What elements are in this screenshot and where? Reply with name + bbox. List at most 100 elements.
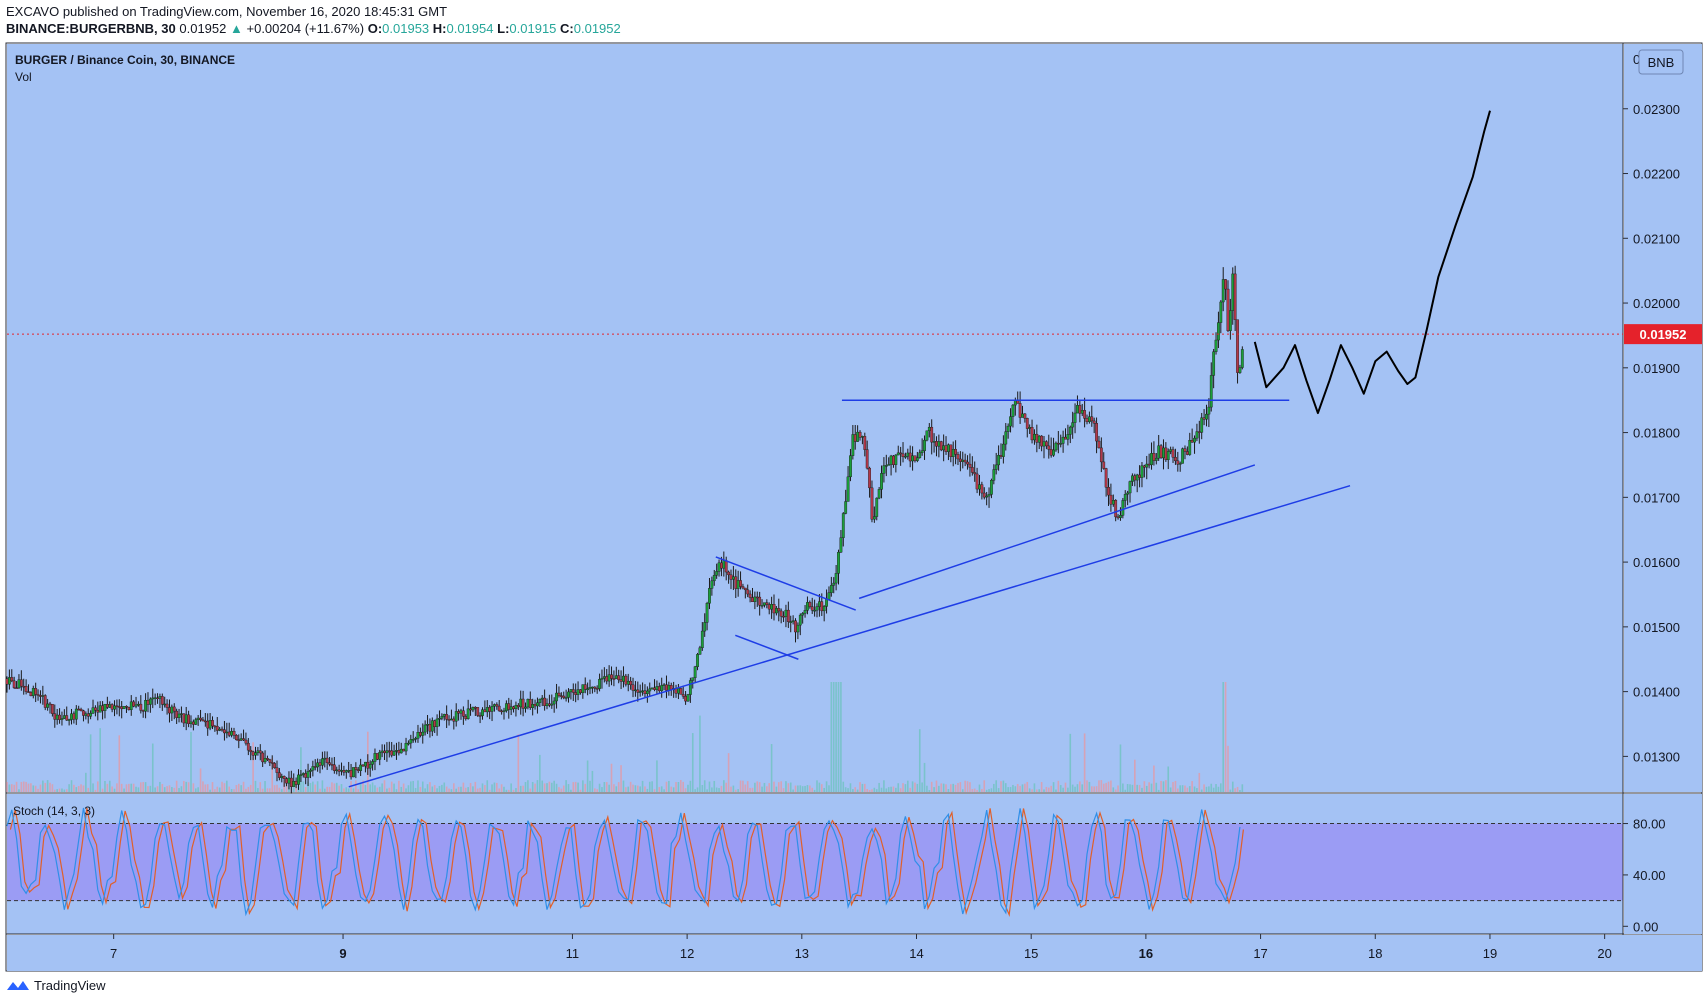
volume-bar: [825, 781, 828, 792]
candle-body: [696, 654, 699, 667]
candle-body: [688, 680, 692, 695]
volume-bar: [214, 789, 216, 792]
candle-body: [758, 596, 762, 606]
volume-bar: [531, 781, 534, 792]
volume-bar: [130, 783, 133, 792]
volume-bar: [1160, 780, 1162, 792]
candle-body: [323, 757, 327, 760]
volume-bar: [15, 781, 18, 792]
candle-body: [464, 716, 468, 719]
candle-body: [208, 720, 212, 729]
volume-bar: [527, 780, 529, 792]
candle-body: [1224, 279, 1227, 290]
candle-body: [101, 705, 104, 711]
volume-bar: [598, 783, 601, 792]
candle-body: [397, 750, 401, 754]
volume-bar: [1105, 782, 1107, 792]
volume-bar: [995, 780, 998, 792]
volume-bar: [1234, 788, 1236, 792]
volume-bars: [6, 682, 1244, 792]
volume-bar: [1090, 786, 1093, 792]
candle-body: [70, 713, 73, 720]
volume-bar: [331, 782, 333, 792]
volume-bar: [1165, 780, 1167, 792]
volume-bar: [1153, 765, 1155, 792]
volume-bar: [1050, 785, 1052, 792]
volume-bar: [926, 785, 928, 792]
candle-body: [172, 706, 176, 712]
volume-bar: [539, 754, 541, 792]
volume-bar: [1055, 789, 1057, 792]
candle-body: [872, 516, 876, 520]
candle-body: [849, 455, 852, 478]
volume-bar: [806, 785, 809, 792]
candle-body: [844, 501, 848, 514]
volume-bar: [1172, 782, 1174, 792]
candle-body: [727, 571, 730, 576]
time-scale[interactable]: [7, 935, 1702, 971]
time-tick-label: 14: [909, 946, 923, 961]
candle-body: [385, 750, 389, 754]
candle-body: [254, 752, 257, 756]
volume-bar: [510, 783, 512, 792]
price-pane[interactable]: [7, 44, 1623, 792]
volume-bar: [1062, 787, 1064, 792]
candle-body: [151, 697, 155, 700]
candle-body: [375, 753, 379, 760]
candle-body: [555, 692, 558, 702]
volume-bar: [1239, 789, 1241, 792]
volume-bar: [832, 682, 835, 792]
time-tick-label: 18: [1368, 946, 1382, 961]
volume-bar: [424, 788, 426, 792]
candle-body: [784, 609, 788, 617]
candle-body: [951, 449, 955, 457]
price-scale[interactable]: [1624, 44, 1702, 792]
candle-body: [966, 461, 969, 465]
volume-bar: [1200, 789, 1203, 792]
volume-bar: [983, 780, 986, 792]
volume-bar: [242, 781, 245, 792]
candle-body: [853, 434, 857, 442]
volume-bar: [436, 788, 438, 792]
candle-body: [373, 753, 377, 762]
candle-body: [543, 697, 547, 706]
stoch-scale[interactable]: [1624, 794, 1702, 934]
candle-body: [763, 602, 766, 606]
price-tick-labels: 0.01300 0.01400 0.01500 0.01600 0.01700 0.018…: [1623, 52, 1680, 764]
candle-body: [342, 770, 346, 773]
volume-bar: [307, 781, 309, 792]
volume-bar: [89, 734, 92, 792]
volume-bar: [801, 786, 804, 792]
volume-bar: [596, 789, 598, 792]
volume-bar: [565, 780, 567, 792]
candle-body: [1073, 412, 1077, 423]
volume-bar: [476, 788, 479, 792]
candle-body: [170, 706, 174, 714]
projection-drawing[interactable]: [1253, 110, 1491, 415]
trendlines[interactable]: [348, 399, 1351, 788]
volume-bar: [727, 753, 730, 792]
candle-body: [409, 739, 413, 744]
volume-bar: [1212, 787, 1215, 792]
volume-bar: [914, 782, 916, 792]
candle-body: [220, 728, 224, 731]
volume-bar: [856, 789, 859, 792]
volume-bar: [328, 786, 331, 792]
volume-bar: [192, 783, 195, 792]
candle-body: [789, 621, 793, 623]
candle-body: [557, 692, 561, 696]
currency-badge[interactable]: [1638, 49, 1684, 75]
volume-bar: [579, 789, 582, 792]
footer-brand[interactable]: TradingView: [6, 978, 106, 993]
candle-body: [352, 767, 355, 778]
candle-body: [156, 697, 159, 699]
candle-body: [925, 430, 929, 441]
volume-bar: [116, 783, 118, 792]
candle-body: [932, 441, 936, 443]
candle-body: [1202, 417, 1206, 420]
volume-bar: [264, 781, 266, 792]
volume-bar: [675, 782, 677, 792]
volume-bar: [754, 782, 756, 792]
volume-bar: [961, 789, 964, 792]
